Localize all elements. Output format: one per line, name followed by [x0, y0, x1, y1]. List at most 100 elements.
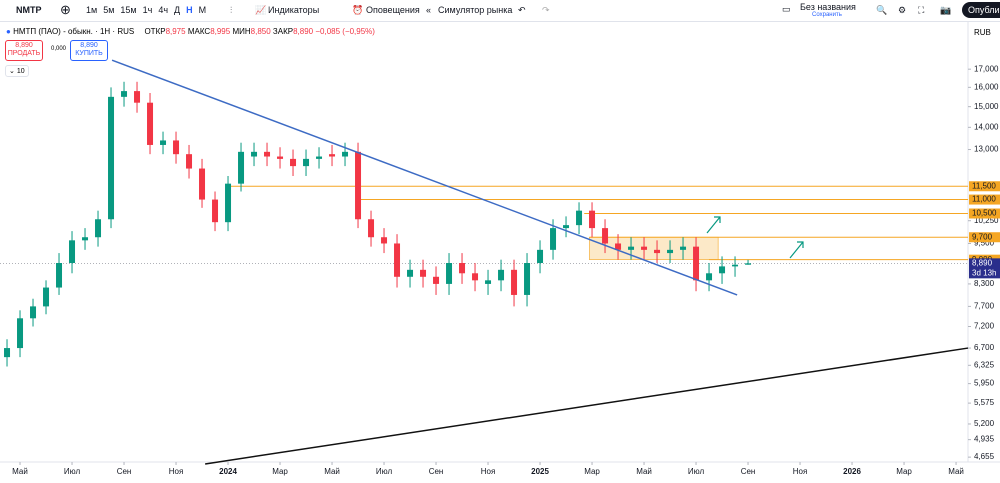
level-label-box [969, 181, 1000, 192]
interval[interactable]: 15м [120, 5, 137, 15]
y-tick-label: 10,250 [974, 216, 999, 225]
candle-body [368, 219, 375, 238]
candle-body [420, 269, 427, 277]
sell-button[interactable]: 8,890 ПРОДАТЬ [5, 40, 43, 61]
currency[interactable]: RUB [974, 28, 991, 37]
layout-name[interactable]: Без названия [800, 2, 856, 12]
interval[interactable]: 4ч [158, 5, 169, 15]
candle-body [264, 151, 271, 157]
x-tick-label: Сен [117, 467, 132, 476]
indicators[interactable]: Индикаторы [268, 5, 320, 15]
legend-high: 8,995 [210, 27, 231, 36]
last-price-box [969, 258, 1000, 279]
redo[interactable]: ↷ [542, 5, 550, 15]
indicator-toggle[interactable]: ⌄ 10 [5, 65, 29, 77]
range-box [589, 236, 719, 260]
y-tick-label: 6,700 [974, 343, 995, 352]
x-tick-label: Мар [584, 467, 600, 476]
candle-body [381, 237, 388, 244]
candle-body [82, 237, 89, 241]
candle-body [472, 273, 479, 281]
fullscreen-icon[interactable]: ⛶ [918, 5, 925, 15]
level-label: 9,000 [972, 255, 993, 264]
candle-body [212, 199, 219, 223]
candle-body [186, 154, 193, 169]
bars-icon[interactable]: ⫶ [230, 5, 233, 15]
candle-body [498, 269, 505, 281]
legend-low: 8,850 [250, 27, 271, 36]
candle-body [199, 168, 206, 200]
level-label-box [969, 254, 1000, 265]
x-tick-label: Мар [272, 467, 288, 476]
candle-body [17, 318, 24, 349]
publish[interactable]: Опубликовать [962, 2, 1000, 18]
y-tick-label: 7,200 [974, 322, 995, 331]
y-tick-label: 4,935 [974, 435, 995, 444]
spread: 0,000 [51, 46, 67, 52]
arrow [789, 241, 804, 259]
level-label-box [969, 194, 1000, 205]
interval[interactable]: 1ч [142, 5, 153, 15]
y-tick-label: 7,700 [974, 302, 995, 311]
y-tick-label: 5,950 [974, 379, 995, 388]
interval[interactable]: М [198, 5, 207, 15]
x-tick-label: Июл [688, 467, 705, 476]
candle-body [225, 183, 232, 223]
legend: ● НМТП (ПАО) - обыкн. · 1H · RUS ОТКР8,9… [6, 27, 375, 36]
legend-open: 8,975 [165, 27, 186, 36]
y-tick-label: 6,325 [974, 360, 995, 369]
countdown: 3d 13h [972, 268, 996, 277]
candle-body [69, 240, 76, 264]
settings-icon[interactable]: ⚙ [898, 5, 907, 15]
indicators-icon[interactable]: 📈 [255, 5, 267, 15]
x-tick-label: Май [12, 467, 28, 476]
x-tick-label: Май [948, 467, 964, 476]
y-tick-label: 5,575 [974, 398, 995, 407]
candle-body [134, 91, 141, 103]
x-tick-label: Май [324, 467, 340, 476]
level-label: 10,500 [972, 209, 997, 218]
y-tick-label: 8,300 [974, 279, 995, 288]
y-tick-label: 4,655 [974, 452, 995, 461]
interval[interactable]: 1м [86, 5, 98, 15]
trendline [111, 59, 738, 296]
candle-body [329, 154, 336, 157]
legend-close-label: ЗАКР [272, 27, 294, 36]
replay-icon[interactable]: « [426, 5, 432, 15]
x-tick-label: Сен [741, 467, 756, 476]
level-label-box [969, 208, 1000, 219]
candle-body [641, 246, 648, 250]
replay[interactable]: Симулятор рынка [438, 5, 513, 15]
candle-body [303, 158, 310, 167]
toolbar: NMTP ⊕ 1м 5м 15м 1ч 4ч Д Н М ⫶ 📈 Индикаторы ⏰ О… [0, 0, 1000, 22]
interval[interactable]: Д [174, 5, 181, 15]
candle-body [511, 269, 518, 295]
candle-body [524, 263, 531, 295]
candle-body [407, 269, 414, 277]
interval[interactable]: 5м [103, 5, 115, 15]
x-tick-label: 2026 [843, 467, 861, 476]
sell-label: ПРОДАТЬ [7, 50, 41, 57]
buy-button[interactable]: 8,890 КУПИТЬ [70, 40, 108, 61]
interval[interactable]: Н [186, 5, 193, 15]
candle-body [576, 210, 583, 226]
candle-body [433, 276, 440, 284]
legend-name: НМТП (ПАО) - обыкн. · 1H · RUS [13, 27, 135, 36]
candle-body [316, 156, 323, 159]
undo[interactable]: ↶ [518, 5, 526, 15]
symbol[interactable]: NMTP [16, 5, 42, 15]
alerts[interactable]: Оповещения [366, 5, 420, 15]
level-label: 11,000 [972, 195, 996, 204]
candle-body [446, 263, 453, 284]
y-tick-label: 9,500 [974, 239, 995, 248]
x-tick-label: Сен [429, 467, 444, 476]
snapshot-icon[interactable]: 📷 [940, 5, 952, 15]
add-symbol[interactable]: ⊕ [60, 2, 71, 17]
candle-body [4, 348, 11, 358]
level-label-box [969, 232, 1000, 243]
layout-icon[interactable]: ▭ [782, 4, 791, 14]
alerts-icon[interactable]: ⏰ [352, 5, 364, 15]
search-icon[interactable]: 🔍 [876, 5, 888, 15]
candle-body [459, 263, 466, 274]
candle-body [251, 151, 258, 157]
